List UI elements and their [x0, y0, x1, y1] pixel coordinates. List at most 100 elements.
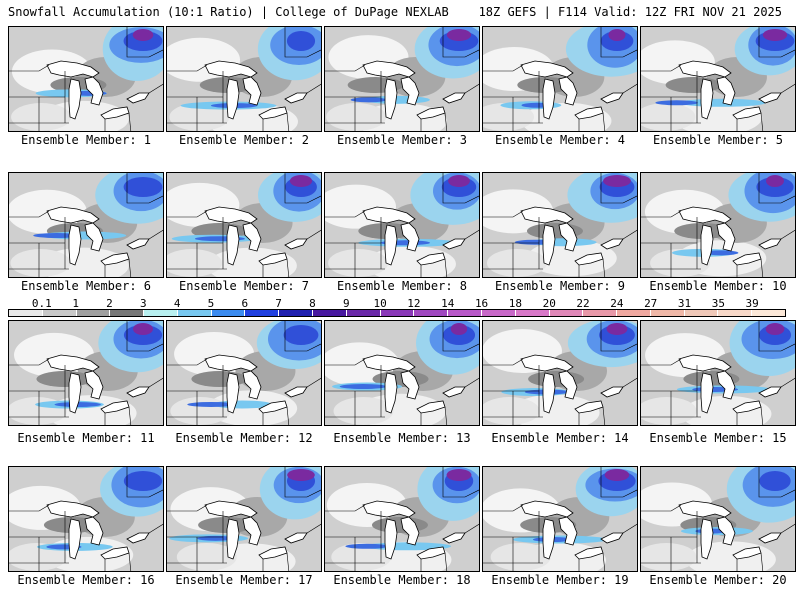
colorbar-segment: [617, 310, 651, 316]
colorbar-tick-label: 7: [275, 297, 282, 310]
colorbar-tick-label: 20: [542, 297, 556, 310]
ensemble-member-label: Ensemble Member: 16: [17, 573, 155, 587]
colorbar-segment: [144, 310, 178, 316]
colorbar-segment: [313, 310, 347, 316]
colorbar-segment: [177, 310, 212, 316]
colorbar-tick-label: 8: [309, 297, 316, 310]
ensemble-map: [9, 467, 163, 571]
colorbar-tick-label: 22: [576, 297, 590, 310]
colorbar-segment: [515, 310, 550, 316]
ensemble-member-label: Ensemble Member: 4: [494, 133, 626, 147]
colorbar-tick-label: 27: [644, 297, 658, 310]
colorbar-tick-label: 31: [677, 297, 692, 310]
ensemble-map-panel: [482, 26, 638, 132]
ensemble-member-label: Ensemble Member: 9: [494, 279, 626, 293]
ensemble-map: [325, 173, 479, 277]
ensemble-map-panel: [640, 320, 796, 426]
ensemble-map-panel: [482, 466, 638, 572]
ensemble-map: [483, 27, 637, 131]
colorbar-tick-label: 18: [508, 297, 523, 310]
ensemble-member-label: Ensemble Member: 1: [20, 133, 152, 147]
ensemble-map: [641, 173, 795, 277]
colorbar-segment: [583, 310, 618, 316]
map-title: Snowfall Accumulation (10:1 Ratio) | Col…: [8, 5, 449, 19]
ensemble-map: [641, 321, 795, 425]
colorbar-tick-label: 3: [139, 297, 147, 310]
colorbar-tick-label: 10: [373, 297, 387, 310]
ensemble-map-panel: [166, 172, 322, 278]
colorbar-tick-label: 6: [241, 297, 249, 310]
ensemble-member-label: Ensemble Member: 15: [649, 431, 787, 445]
ensemble-map-panel: [640, 26, 796, 132]
colorbar-segment: [9, 310, 43, 316]
colorbar-tick-label: 39: [745, 297, 759, 310]
ensemble-map: [483, 321, 637, 425]
colorbar-segment: [549, 310, 584, 316]
ensemble-map: [167, 173, 321, 277]
colorbar-segment: [718, 310, 753, 316]
ensemble-member-label: Ensemble Member: 12: [175, 431, 313, 445]
ensemble-map-panel: [482, 320, 638, 426]
ensemble-map: [641, 467, 795, 571]
colorbar-segment: [110, 310, 145, 316]
ensemble-map: [167, 321, 321, 425]
ensemble-map-panel: [640, 466, 796, 572]
colorbar-tick-label: 4: [173, 297, 181, 310]
ensemble-member-label: Ensemble Member: 17: [175, 573, 313, 587]
ensemble-map-panel: [324, 172, 480, 278]
ensemble-member-label: Ensemble Member: 18: [333, 573, 471, 587]
ensemble-member-label: Ensemble Member: 10: [649, 279, 787, 293]
colorbar-segment: [42, 310, 77, 316]
ensemble-map-panel: [166, 26, 322, 132]
colorbar-tick-label: 1: [72, 297, 79, 310]
colorbar-tick-label: 5: [207, 297, 215, 310]
colorbar-segment: [76, 310, 111, 316]
ensemble-map-panel: [324, 320, 480, 426]
ensemble-member-label: Ensemble Member: 8: [336, 279, 468, 293]
colorbar-tick-label: 35: [711, 297, 725, 310]
ensemble-member-label: Ensemble Member: 7: [178, 279, 310, 293]
snowfall-colorbar: [8, 309, 786, 317]
colorbar-segment: [448, 310, 482, 316]
ensemble-map: [167, 467, 321, 571]
ensemble-member-label: Ensemble Member: 14: [491, 431, 629, 445]
colorbar-segment: [245, 310, 280, 316]
ensemble-map-panel: [166, 466, 322, 572]
colorbar-tick-label: 9: [342, 297, 350, 310]
ensemble-map-panel: [324, 26, 480, 132]
ensemble-member-label: Ensemble Member: 19: [491, 573, 629, 587]
ensemble-member-label: Ensemble Member: 20: [649, 573, 787, 587]
ensemble-map-panel: [640, 172, 796, 278]
ensemble-map: [9, 27, 163, 131]
ensemble-map: [9, 173, 163, 277]
ensemble-map-panel: [8, 26, 164, 132]
ensemble-map: [9, 321, 163, 425]
ensemble-map-panel: [8, 320, 164, 426]
colorbar-tick-label: 16: [474, 297, 489, 310]
ensemble-map-panel: [8, 466, 164, 572]
ensemble-map: [483, 173, 637, 277]
ensemble-member-label: Ensemble Member: 13: [333, 431, 471, 445]
ensemble-member-label: Ensemble Member: 11: [17, 431, 155, 445]
ensemble-map: [483, 467, 637, 571]
colorbar-segment: [414, 310, 449, 316]
colorbar-segment: [211, 310, 246, 316]
ensemble-map: [167, 27, 321, 131]
colorbar-segment: [684, 310, 719, 316]
ensemble-map: [325, 467, 479, 571]
colorbar-segment: [380, 310, 415, 316]
ensemble-member-label: Ensemble Member: 6: [20, 279, 152, 293]
colorbar-tick-label: 14: [441, 297, 455, 310]
colorbar-segment: [346, 310, 381, 316]
colorbar-segment: [481, 310, 516, 316]
ensemble-map-panel: [166, 320, 322, 426]
ensemble-member-label: Ensemble Member: 5: [652, 133, 784, 147]
colorbar-tick-label: 2: [106, 297, 113, 310]
colorbar-segment: [752, 310, 785, 316]
ensemble-map: [325, 321, 479, 425]
colorbar-tick-label: 24: [610, 297, 624, 310]
ensemble-map: [325, 27, 479, 131]
ensemble-map-panel: [324, 466, 480, 572]
colorbar-tick-label: 0.1: [31, 297, 52, 310]
colorbar-segment: [650, 310, 685, 316]
